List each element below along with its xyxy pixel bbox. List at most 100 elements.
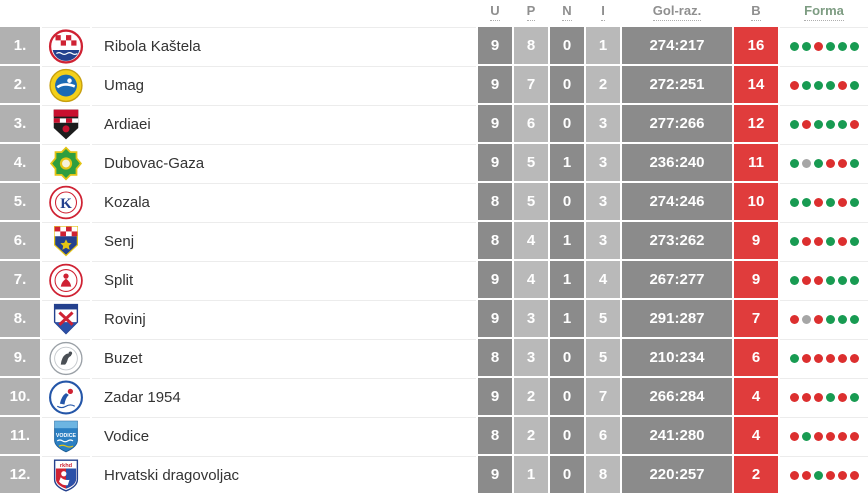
form-dot-win[interactable] — [813, 80, 823, 90]
team-name[interactable]: Dubovac-Gaza — [92, 144, 476, 181]
form-dot-loss[interactable] — [849, 353, 859, 363]
form-dot-loss[interactable] — [837, 236, 847, 246]
hrvatski-dragovoljac-logo[interactable]: rkhd — [42, 456, 90, 493]
form-dot-win[interactable] — [825, 236, 835, 246]
form-dot-loss[interactable] — [789, 392, 799, 402]
form-dot-win[interactable] — [801, 41, 811, 51]
rovinj-logo[interactable] — [42, 300, 90, 337]
buzet-logo[interactable] — [42, 339, 90, 376]
team-name[interactable]: Senj — [92, 222, 476, 259]
form-dot-loss[interactable] — [801, 275, 811, 285]
form-dot-win[interactable] — [825, 119, 835, 129]
form-dot-win[interactable] — [801, 197, 811, 207]
form-dot-win[interactable] — [849, 314, 859, 324]
form-dot-win[interactable] — [825, 314, 835, 324]
form-dot-loss[interactable] — [837, 80, 847, 90]
form-dot-win[interactable] — [837, 314, 847, 324]
form-dot-win[interactable] — [789, 119, 799, 129]
form-dot-loss[interactable] — [801, 236, 811, 246]
form-dot-win[interactable] — [837, 275, 847, 285]
form-dot-loss[interactable] — [813, 314, 823, 324]
table-row: 11. VODICE Vodice 8 2 0 6 241:280 4 — [0, 417, 868, 454]
form-dot-loss[interactable] — [849, 470, 859, 480]
form-dot-win[interactable] — [813, 470, 823, 480]
form-dot-win[interactable] — [789, 353, 799, 363]
form-dot-loss[interactable] — [825, 431, 835, 441]
form-dot-loss[interactable] — [813, 41, 823, 51]
form-dot-loss[interactable] — [813, 275, 823, 285]
senj-logo[interactable] — [42, 222, 90, 259]
form-dot-win[interactable] — [837, 41, 847, 51]
team-name[interactable]: Ardiaei — [92, 105, 476, 142]
ribola-kastela-logo[interactable] — [42, 27, 90, 64]
umag-logo[interactable] — [42, 66, 90, 103]
dubovac-gaza-logo[interactable] — [42, 144, 90, 181]
form-dot-loss[interactable] — [837, 431, 847, 441]
form-dot-win[interactable] — [801, 431, 811, 441]
form-dot-win[interactable] — [849, 80, 859, 90]
form-dot-win[interactable] — [813, 119, 823, 129]
form-dot-win[interactable] — [849, 392, 859, 402]
form-dot-loss[interactable] — [801, 470, 811, 480]
form-dot-loss[interactable] — [801, 119, 811, 129]
team-name[interactable]: Ribola Kaštela — [92, 27, 476, 64]
form-dot-loss[interactable] — [837, 158, 847, 168]
form-dot-win[interactable] — [789, 158, 799, 168]
form-dot-loss[interactable] — [837, 197, 847, 207]
zadar-1954-logo[interactable] — [42, 378, 90, 415]
form-dot-win[interactable] — [789, 41, 799, 51]
form-dot-draw[interactable] — [801, 314, 811, 324]
form-dot-loss[interactable] — [837, 353, 847, 363]
team-name[interactable]: Kozala — [92, 183, 476, 220]
team-name[interactable]: Split — [92, 261, 476, 298]
form-dot-loss[interactable] — [813, 392, 823, 402]
team-name[interactable]: Rovinj — [92, 300, 476, 337]
form-dot-loss[interactable] — [825, 158, 835, 168]
form-dot-win[interactable] — [789, 197, 799, 207]
team-name[interactable]: Zadar 1954 — [92, 378, 476, 415]
form-dot-loss[interactable] — [801, 392, 811, 402]
vodice-logo[interactable]: VODICE — [42, 417, 90, 454]
table-row: 6. Senj 8 4 1 3 273:262 9 — [0, 222, 868, 259]
form-dot-loss[interactable] — [837, 470, 847, 480]
form-dot-loss[interactable] — [849, 119, 859, 129]
form-dot-win[interactable] — [813, 158, 823, 168]
form-dot-win[interactable] — [849, 158, 859, 168]
form-dot-win[interactable] — [849, 236, 859, 246]
played-cell: 9 — [478, 456, 512, 493]
form-dot-win[interactable] — [789, 275, 799, 285]
form-dot-loss[interactable] — [789, 80, 799, 90]
form-dot-win[interactable] — [825, 392, 835, 402]
form-dot-loss[interactable] — [789, 431, 799, 441]
form-dot-win[interactable] — [849, 197, 859, 207]
split-logo[interactable] — [42, 261, 90, 298]
draws-cell: 0 — [550, 456, 584, 493]
form-dot-loss[interactable] — [813, 431, 823, 441]
form-dot-win[interactable] — [849, 41, 859, 51]
form-dot-loss[interactable] — [825, 353, 835, 363]
ardiaei-logo[interactable] — [42, 105, 90, 142]
team-name[interactable]: Buzet — [92, 339, 476, 376]
form-dot-win[interactable] — [801, 80, 811, 90]
form-dot-loss[interactable] — [801, 353, 811, 363]
form-dot-loss[interactable] — [813, 236, 823, 246]
form-dot-loss[interactable] — [789, 314, 799, 324]
form-dot-win[interactable] — [825, 275, 835, 285]
form-dot-win[interactable] — [789, 236, 799, 246]
form-dot-loss[interactable] — [789, 470, 799, 480]
team-name[interactable]: Umag — [92, 66, 476, 103]
form-dot-loss[interactable] — [813, 197, 823, 207]
form-dot-win[interactable] — [825, 80, 835, 90]
team-name[interactable]: Hrvatski dragovoljac — [92, 456, 476, 493]
form-dot-win[interactable] — [825, 41, 835, 51]
form-dot-draw[interactable] — [801, 158, 811, 168]
form-dot-loss[interactable] — [825, 470, 835, 480]
form-dot-loss[interactable] — [849, 431, 859, 441]
form-dot-win[interactable] — [837, 119, 847, 129]
team-name[interactable]: Vodice — [92, 417, 476, 454]
kozala-logo[interactable]: K — [42, 183, 90, 220]
form-dot-loss[interactable] — [813, 353, 823, 363]
form-dot-win[interactable] — [825, 197, 835, 207]
form-dot-loss[interactable] — [837, 392, 847, 402]
form-dot-win[interactable] — [849, 275, 859, 285]
